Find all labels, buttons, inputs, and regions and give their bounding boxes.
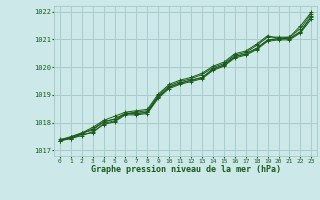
X-axis label: Graphe pression niveau de la mer (hPa): Graphe pression niveau de la mer (hPa) <box>91 165 281 174</box>
